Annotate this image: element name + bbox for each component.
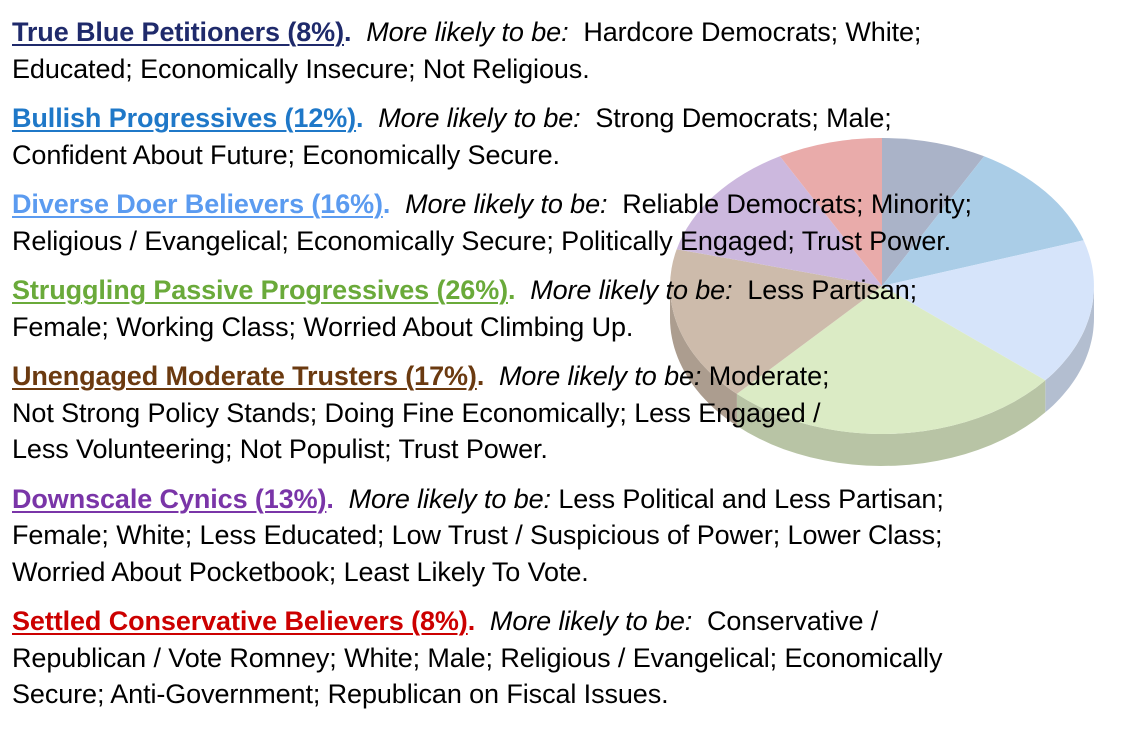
segment-traits: Female; White; Less Educated; Low Trust … <box>12 520 943 550</box>
pie-slice-unengaged-moderate-trusters <box>670 249 882 394</box>
pie-slice-side <box>736 380 1046 466</box>
pie-slice-settled-conservative-believers <box>779 138 882 286</box>
segment-diverse-doer-believers: Diverse Doer Believers (16%). More likel… <box>12 186 1122 259</box>
segment-traits: Hardcore Democrats; White; <box>583 17 922 47</box>
segment-name[interactable]: Struggling Passive Progressives (26%) <box>12 275 508 305</box>
segment-intro: More likely to be: <box>405 189 608 219</box>
pie-slice-side <box>1045 286 1094 413</box>
segment-traits: Less Volunteering; Not Populist; Trust P… <box>12 434 548 464</box>
segment-unengaged-moderate-trusters: Unengaged Moderate Trusters (17%). More … <box>12 358 1122 468</box>
segment-intro: More likely to be: <box>348 483 551 514</box>
pie-slice-side <box>670 286 737 426</box>
segment-traits: Moderate; <box>708 361 830 391</box>
segment-name[interactable]: Bullish Progressives (12%) <box>12 103 357 133</box>
segment-name[interactable]: Unengaged Moderate Trusters (17%) <box>12 361 477 391</box>
segment-true-blue-petitioners: True Blue Petitioners (8%). More likely … <box>12 14 1122 87</box>
segment-traits: Confident About Future; Economically Sec… <box>12 139 560 170</box>
segment-traits: Secure; Anti-Government; Republican on F… <box>12 679 669 709</box>
segment-pie-chart <box>670 138 1094 466</box>
segment-traits: Worried About Pocketbook; Least Likely T… <box>12 556 589 587</box>
pie-slice-true-blue-petitioners <box>882 138 985 286</box>
segment-traits: Religious / Evangelical; Economically Se… <box>12 225 952 256</box>
pie-slice-downscale-cynics <box>676 156 882 286</box>
segment-traits: Conservative / <box>707 606 879 636</box>
segment-name[interactable]: Settled Conservative Believers (8%) <box>12 606 468 636</box>
segment-intro: More likely to be: <box>530 275 733 305</box>
segment-traits: Less Political and Less Partisan; <box>558 483 944 514</box>
segment-bullish-progressives: Bullish Progressives (12%). More likely … <box>12 100 1122 173</box>
segment-intro: More likely to be: <box>378 103 581 133</box>
segment-settled-conservative-believers: Settled Conservative Believers (8%). Mor… <box>12 603 1122 713</box>
segment-traits: Republican / Vote Romney; White; Male; R… <box>12 642 943 673</box>
segment-traits: Not Strong Policy Stands; Doing Fine Eco… <box>12 397 821 428</box>
segment-traits: Female; Working Class; Worried About Cli… <box>12 311 634 342</box>
segment-traits: Strong Democrats; Male; <box>595 103 892 133</box>
pie-slice-struggling-passive-progressives <box>736 286 1046 434</box>
segment-struggling-passive-progressives: Struggling Passive Progressives (26%). M… <box>12 272 1122 345</box>
segment-intro: More likely to be: <box>489 606 693 636</box>
segment-name[interactable]: Downscale Cynics (13%) <box>12 483 327 514</box>
pie-slice-diverse-doer-believers <box>882 240 1094 381</box>
segment-downscale-cynics: Downscale Cynics (13%). More likely to b… <box>12 481 1122 591</box>
segment-traits: Reliable Democrats; Minority; <box>622 189 972 219</box>
segment-intro: More likely to be: <box>499 361 702 391</box>
pie-slice-bullish-progressives <box>882 156 1084 286</box>
segment-list: True Blue Petitioners (8%). More likely … <box>12 14 1122 726</box>
segment-name[interactable]: Diverse Doer Believers (16%) <box>12 189 383 219</box>
segment-traits: Educated; Economically Insecure; Not Rel… <box>12 53 590 84</box>
segment-intro: More likely to be: <box>366 17 569 47</box>
segment-traits: Less Partisan; <box>747 275 918 305</box>
segment-name[interactable]: True Blue Petitioners (8%) <box>12 17 344 47</box>
